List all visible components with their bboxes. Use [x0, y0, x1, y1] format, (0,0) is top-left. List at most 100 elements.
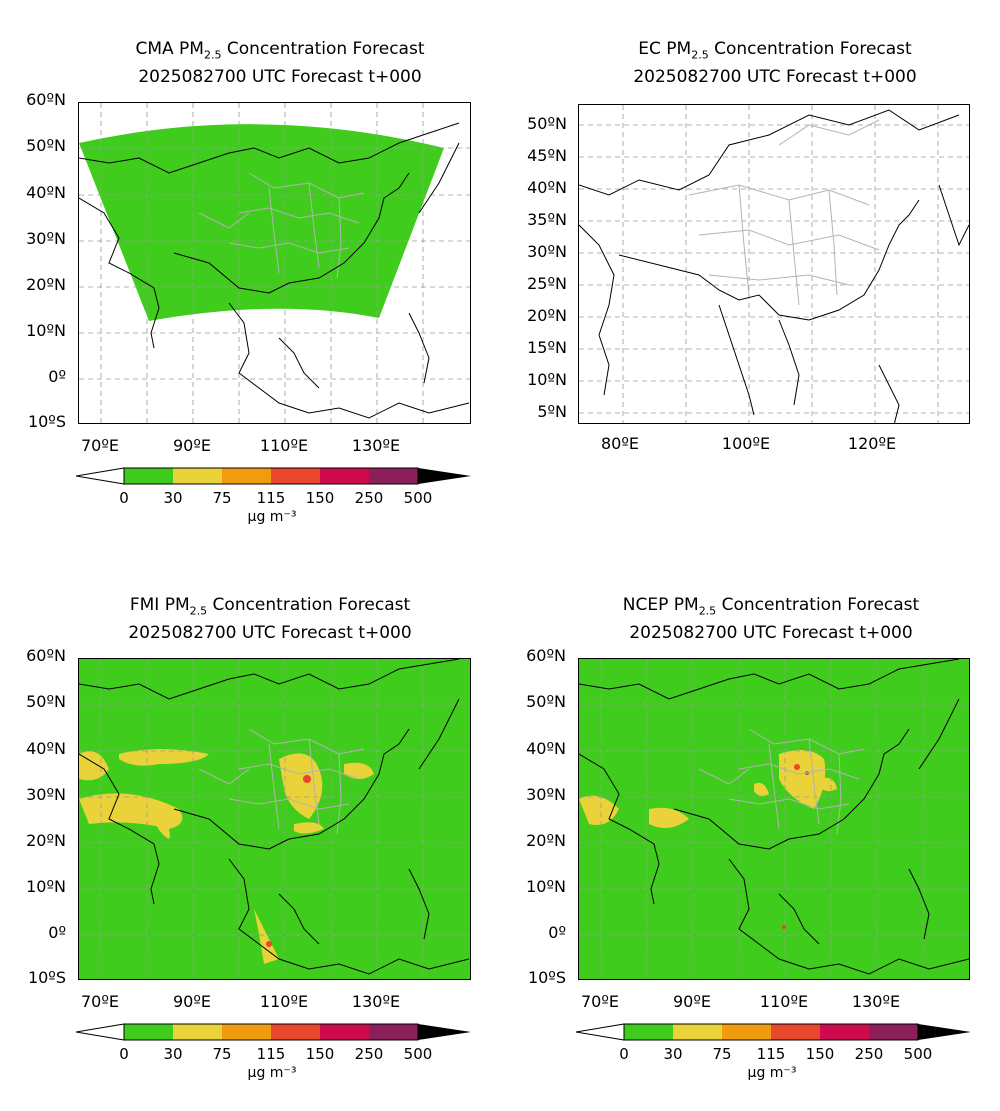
- colorbar-tick: 500: [403, 489, 433, 507]
- lon-label: 110ºE: [259, 992, 309, 1011]
- map-canvas-fmi: [79, 659, 470, 979]
- lat-label: 20ºN: [26, 831, 66, 850]
- colorbar-tick: 250: [354, 489, 384, 507]
- colorbar-bin: [173, 1024, 222, 1040]
- colorbar-tick: 115: [756, 1045, 786, 1063]
- colorbar-bin: [673, 1024, 722, 1040]
- colorbar-over-triangle: [918, 1024, 971, 1040]
- colorbar-bin: [173, 468, 222, 484]
- lat-label: 30ºN: [527, 242, 567, 261]
- colorbar-tick: 115: [256, 1045, 286, 1063]
- lon-label: 70ºE: [80, 992, 120, 1011]
- lon-label: 110ºE: [759, 992, 809, 1011]
- lon-label: 130ºE: [351, 436, 401, 455]
- colorbar-tick: 0: [119, 489, 129, 507]
- colorbar-tick: 30: [163, 1045, 183, 1063]
- lat-label: 50ºN: [26, 692, 66, 711]
- lon-label: 110ºE: [259, 436, 309, 455]
- lat-label: 35ºN: [527, 210, 567, 229]
- lon-label: 130ºE: [351, 992, 401, 1011]
- lat-label: 60ºN: [26, 90, 66, 109]
- lon-label: 100ºE: [721, 434, 771, 453]
- colorbar-tick: 250: [854, 1045, 884, 1063]
- map-ec: [578, 104, 970, 424]
- panel-title-cma: CMA PM2.5 Concentration Forecast 2025082…: [135, 39, 425, 88]
- colorbar-tick: 250: [354, 1045, 384, 1063]
- colorbar-tick: 115: [256, 489, 286, 507]
- lat-label: 40ºN: [26, 739, 66, 758]
- colorbar-tick: 500: [903, 1045, 933, 1063]
- coastlines-ec: [579, 109, 969, 423]
- pm25-hotspots-fmi: [79, 749, 374, 964]
- pm25-field-ncep: [579, 659, 969, 979]
- lat-label: 10ºS: [27, 968, 66, 987]
- map-cma: [78, 102, 471, 424]
- lat-label: 0º: [48, 923, 66, 942]
- lat-label: 15ºN: [527, 338, 567, 357]
- province-lines-ec: [688, 119, 880, 306]
- coastlines-ncep: [579, 659, 969, 975]
- colorbar-swatches: [75, 1023, 471, 1041]
- lat-label: 50ºN: [527, 114, 567, 133]
- panel-title-ncep: NCEP PM2.5 Concentration Forecast 202508…: [622, 595, 920, 644]
- colorbar-unit: µg m⁻³: [247, 509, 297, 525]
- lon-label: 90ºE: [672, 992, 712, 1011]
- lat-label: 30ºN: [26, 229, 66, 248]
- lon-label: 80ºE: [600, 434, 640, 453]
- lat-label: 30ºN: [526, 785, 566, 804]
- lon-label: 130ºE: [851, 992, 901, 1011]
- colorbar-bin: [271, 468, 320, 484]
- colorbar-bin: [369, 468, 418, 484]
- colorbar-tick: 0: [119, 1045, 129, 1063]
- lat-label: 20ºN: [526, 831, 566, 850]
- colorbar-unit: µg m⁻³: [247, 1065, 297, 1081]
- lon-label: 90ºE: [172, 436, 212, 455]
- colorbar-tick: 75: [212, 489, 232, 507]
- lat-label: 20ºN: [26, 275, 66, 294]
- colorbar-cma: 0 30 75 115 150 250 500 µg m⁻³: [75, 467, 472, 527]
- pm25-hotspots-ncep: [579, 750, 837, 828]
- colorbar-bin: [820, 1024, 869, 1040]
- lon-label: 70ºE: [580, 992, 620, 1011]
- colorbar-unit: µg m⁻³: [747, 1065, 797, 1081]
- coastlines-fmi: [79, 659, 470, 975]
- lat-label: 50ºN: [526, 692, 566, 711]
- colorbar-over-triangle: [418, 468, 471, 484]
- lat-label: 40ºN: [26, 183, 66, 202]
- panel-title-fmi: FMI PM2.5 Concentration Forecast 2025082…: [128, 595, 412, 644]
- gridlines-ncep: [579, 659, 969, 979]
- colorbar-over-triangle: [418, 1024, 471, 1040]
- colorbar-tick: 0: [619, 1045, 629, 1063]
- gridlines-ec: [579, 105, 969, 423]
- colorbar-bin: [624, 1024, 673, 1040]
- colorbar-under-triangle: [575, 1023, 625, 1041]
- colorbar-bin: [222, 1024, 271, 1040]
- lon-label: 90ºE: [172, 992, 212, 1011]
- colorbar-tick: 75: [712, 1045, 732, 1063]
- pm25-highs-fmi: [266, 775, 311, 947]
- lat-label: 20ºN: [527, 306, 567, 325]
- colorbar-ncep: 0 30 75 115 150 250 500 µg m⁻³: [575, 1023, 972, 1083]
- pm25-field-cma: [79, 124, 444, 321]
- lat-label: 40ºN: [526, 739, 566, 758]
- colorbar-fmi: 0 30 75 115 150 250 500 µg m⁻³: [75, 1023, 472, 1083]
- gridlines-fmi: [79, 659, 470, 979]
- colorbar-tick: 30: [663, 1045, 683, 1063]
- pm25-highs-ncep: [782, 764, 809, 929]
- colorbar-bin: [369, 1024, 418, 1040]
- colorbar-under-triangle: [75, 467, 125, 485]
- lat-label: 60ºN: [26, 646, 66, 665]
- map-canvas-cma: [79, 103, 470, 423]
- province-lines-fmi: [198, 728, 365, 835]
- lat-label: 30ºN: [26, 785, 66, 804]
- lat-label: 10ºN: [526, 877, 566, 896]
- colorbar-swatches: [575, 1023, 971, 1041]
- gridlines-cma: [79, 103, 470, 423]
- colorbar-tick: 500: [403, 1045, 433, 1063]
- map-fmi: [78, 658, 471, 980]
- lat-label: 10ºS: [27, 412, 66, 431]
- lat-label: 10ºN: [26, 321, 66, 340]
- colorbar-tick: 150: [305, 489, 335, 507]
- lat-label: 0º: [548, 923, 566, 942]
- lat-label: 40ºN: [527, 178, 567, 197]
